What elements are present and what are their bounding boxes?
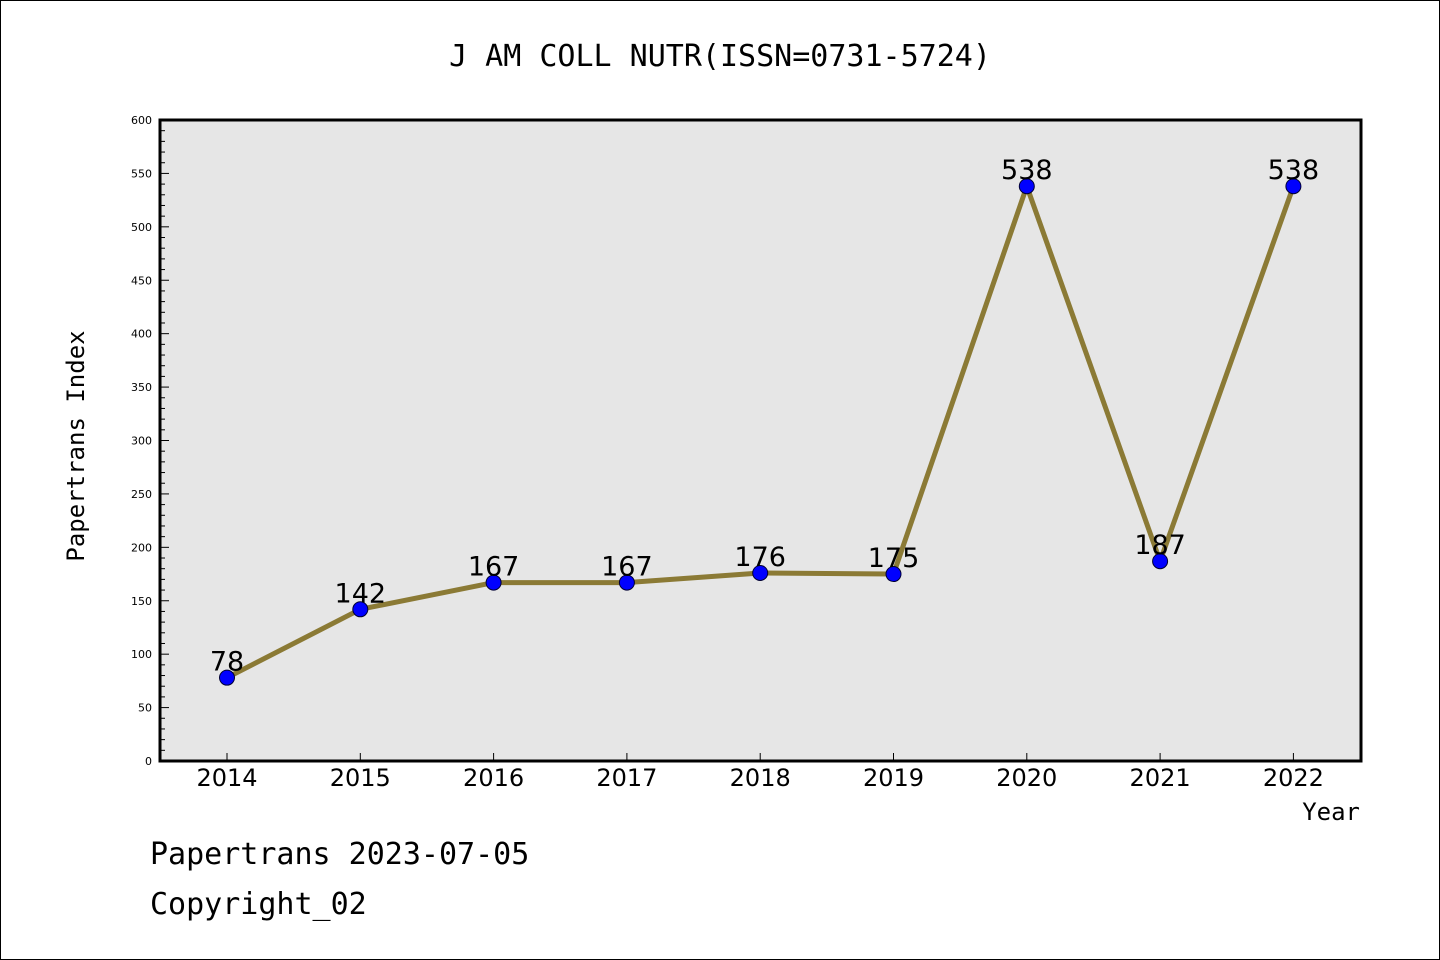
data-point [618, 574, 635, 591]
x-tick-label: 2014 [196, 764, 257, 792]
data-point [752, 564, 769, 581]
chart-title: J AM COLL NUTR(ISSN=0731-5724) [449, 39, 991, 74]
x-tick-label: 2021 [1130, 764, 1191, 792]
footer-date: Papertrans 2023-07-05 [150, 837, 529, 872]
x-tick-label: 2019 [863, 764, 924, 792]
y-tick-label: 350 [131, 381, 152, 394]
data-label: 175 [868, 543, 920, 574]
y-tick-label: 600 [131, 114, 152, 127]
x-axis-label: Year [1302, 798, 1360, 826]
y-tick-label: 550 [131, 167, 152, 180]
data-label: 176 [734, 542, 786, 573]
data-label: 538 [1001, 155, 1053, 186]
data-label: 78 [210, 647, 244, 678]
data-label: 167 [601, 552, 653, 583]
data-point [1285, 178, 1302, 195]
data-label: 187 [1134, 530, 1186, 561]
data-point [1018, 178, 1035, 195]
x-tick-label: 2020 [996, 764, 1057, 792]
x-tick-label: 2017 [596, 764, 657, 792]
y-tick-label: 0 [145, 755, 152, 768]
plot-area [158, 118, 1363, 763]
x-tick-label: 2018 [730, 764, 791, 792]
y-tick-label: 250 [131, 488, 152, 501]
data-label: 142 [335, 578, 387, 609]
series-layer: 78 142 167 167 176 175 538 187 538 [210, 155, 1320, 686]
footer-copyright: Copyright_02 [150, 887, 367, 922]
data-point [352, 601, 369, 618]
y-tick-label: 400 [131, 328, 152, 341]
data-point [885, 566, 902, 583]
x-axis: 2014 2015 2016 2017 2018 2019 2020 2021 2022 [196, 753, 1324, 792]
data-point [1152, 553, 1169, 570]
data-point [485, 574, 502, 591]
y-tick-label: 50 [138, 702, 152, 715]
y-axis: 0 50 100 150 200 250 300 350 400 450 500 550 600 [131, 114, 169, 768]
y-axis-label: Papertrans Index [62, 330, 90, 561]
y-tick-label: 300 [131, 435, 152, 448]
x-tick-label: 2016 [463, 764, 524, 792]
y-tick-label: 200 [131, 541, 152, 554]
y-tick-label: 450 [131, 274, 152, 287]
y-tick-label: 100 [131, 648, 152, 661]
x-tick-label: 2022 [1263, 764, 1324, 792]
x-tick-label: 2015 [330, 764, 391, 792]
y-tick-label: 500 [131, 221, 152, 234]
y-tick-label: 150 [131, 595, 152, 608]
data-label: 538 [1268, 155, 1320, 186]
data-label: 167 [468, 552, 520, 583]
data-point [219, 669, 235, 686]
